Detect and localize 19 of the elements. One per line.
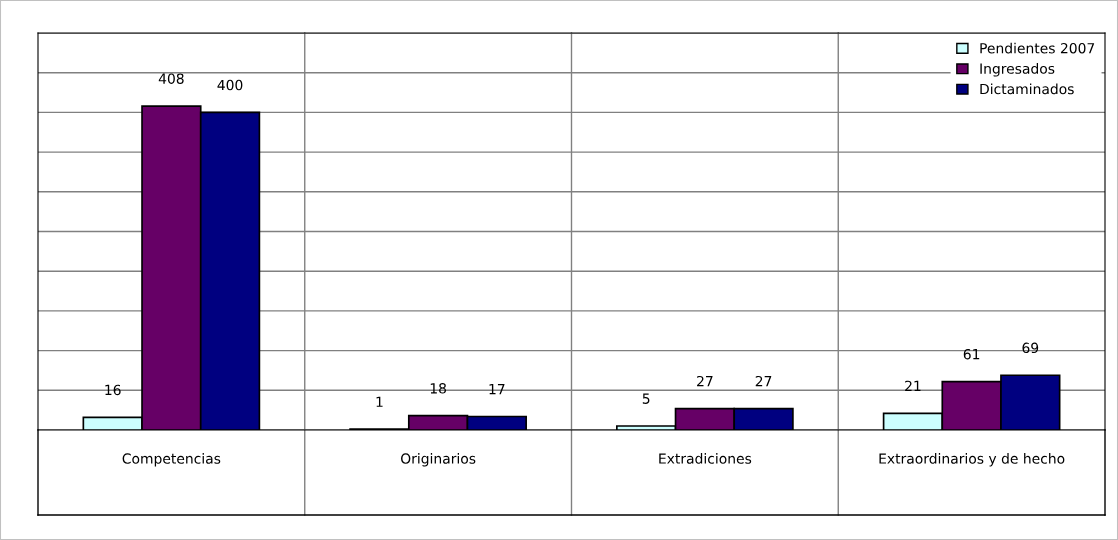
x-tick-label: Originarios: [401, 453, 476, 467]
data-label: 21: [905, 380, 921, 391]
data-label: 408: [158, 73, 184, 84]
data-label: 27: [755, 375, 772, 387]
data-label: 61: [963, 348, 980, 360]
x-tick-label: Extraordinarios y de hecho: [879, 453, 1065, 467]
legend-label: Pendientes 2007: [980, 42, 1095, 54]
data-label: 400: [217, 79, 243, 91]
legend-label: Dictaminados: [980, 83, 1074, 95]
data-label: 16: [105, 384, 121, 396]
data-label: 69: [1022, 342, 1039, 354]
data-label: 5: [642, 393, 650, 404]
data-label: 1: [376, 396, 383, 407]
legend-label: Ingresados: [980, 63, 1055, 77]
x-tick-label: Extradiciones: [659, 453, 752, 464]
data-label: 27: [697, 375, 713, 387]
x-tick-label: Competencias: [122, 453, 221, 467]
data-label: 18: [430, 383, 447, 394]
data-label: 17: [489, 384, 505, 395]
